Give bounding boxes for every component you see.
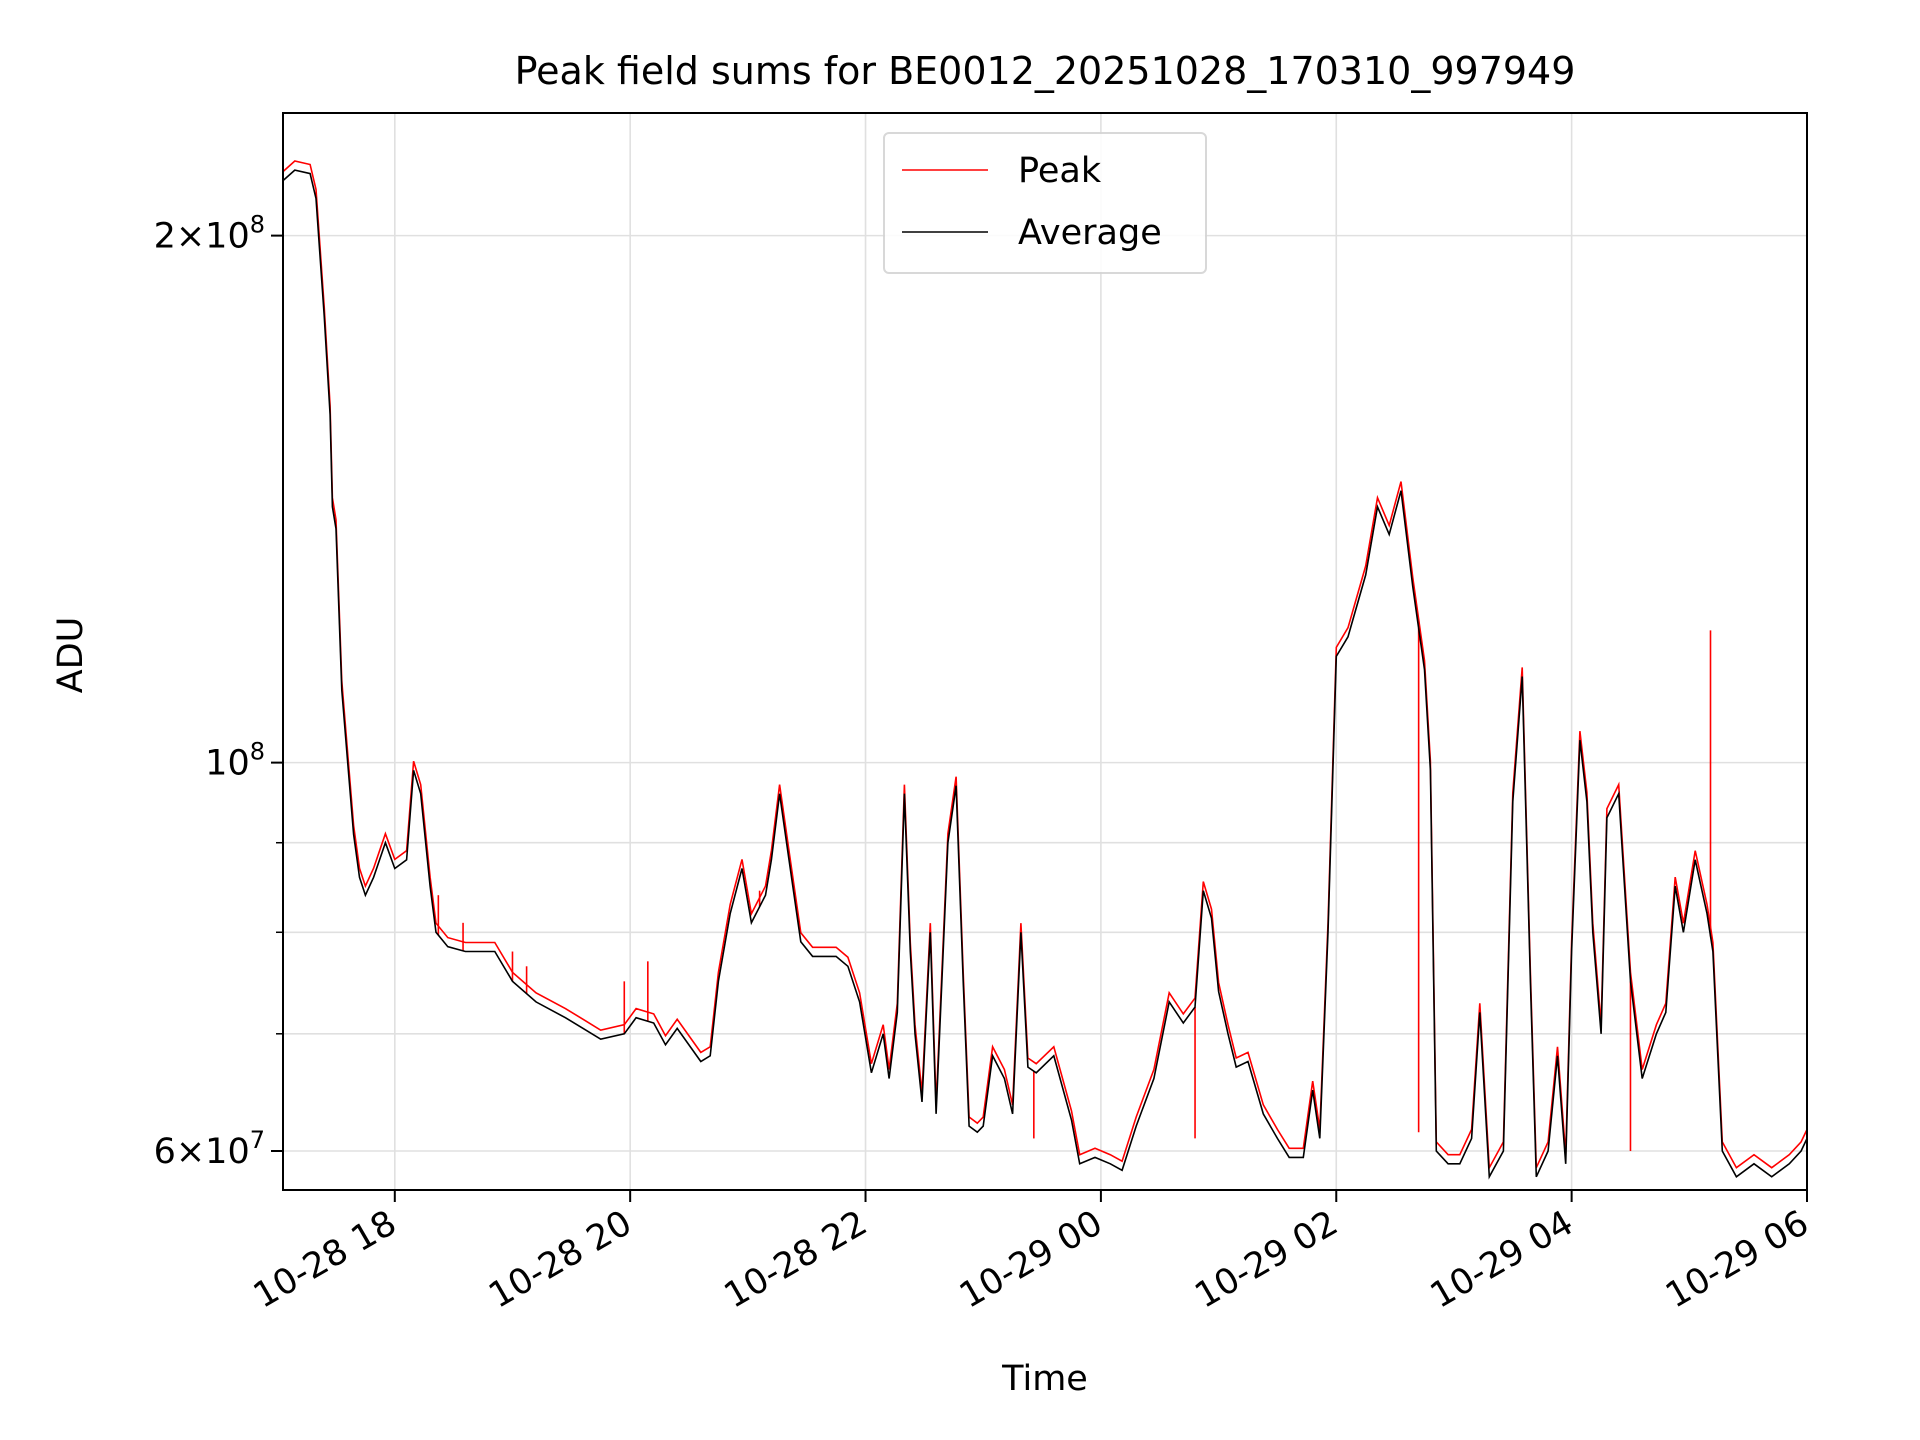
legend: Peak Average <box>883 132 1207 274</box>
y-tick-label: 6×107 <box>154 1126 265 1172</box>
legend-box <box>883 132 1207 274</box>
plot-frame <box>282 112 1808 1191</box>
average-series-line <box>283 169 1807 1180</box>
legend-average-label: Average <box>1018 213 1162 253</box>
legend-peak-label: Peak <box>1018 151 1102 191</box>
x-axis-label: Time <box>1001 1359 1088 1399</box>
y-tick-label: 2×108 <box>154 211 265 257</box>
y-axis-label: ADU <box>51 617 91 694</box>
peak-series-line <box>283 160 1807 1171</box>
y-tick-label: 108 <box>205 738 265 784</box>
series-group <box>283 160 1807 1180</box>
chart-title: Peak field sums for BE0012_20251028_1703… <box>515 49 1576 93</box>
